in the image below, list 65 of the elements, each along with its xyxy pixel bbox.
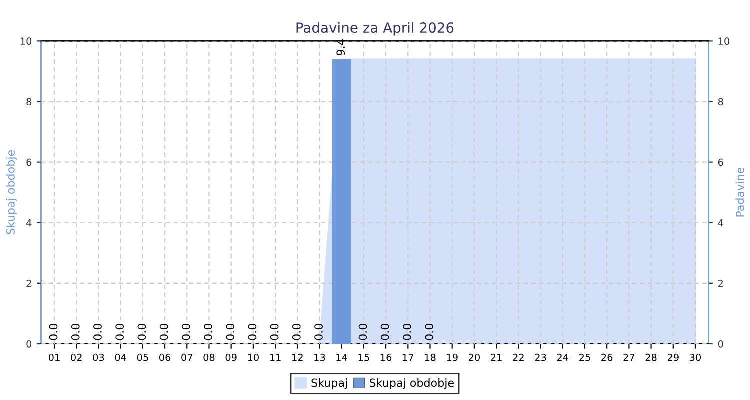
x-tick-label: 11: [270, 354, 281, 362]
x-tick-label: 14: [336, 354, 348, 362]
x-tick-label: 16: [380, 354, 392, 362]
x-tick-label: 06: [159, 354, 171, 362]
data-label: 0.0: [226, 324, 235, 340]
x-tick-label: 24: [557, 354, 569, 362]
chart-title: Padavine za April 2026: [296, 22, 454, 36]
x-tick-label: 21: [491, 354, 502, 362]
x-tick-label: 23: [535, 354, 546, 362]
x-tick-label: 22: [513, 354, 524, 362]
y-tick-label: 6: [26, 158, 32, 166]
data-label: 0.0: [270, 324, 279, 340]
data-label: 0.0: [204, 324, 212, 340]
data-label: 0.0: [160, 324, 168, 340]
x-tick-label: 15: [358, 354, 370, 362]
x-tick-label: 09: [226, 354, 237, 362]
data-label: 0.0: [380, 324, 390, 340]
legend-label: Skupaj obdobje: [370, 378, 454, 390]
y2-tick-label: 6: [718, 158, 724, 166]
y-tick-label: 8: [26, 98, 32, 106]
x-tick-label: 01: [48, 354, 60, 362]
data-label: 0.0: [358, 324, 368, 340]
x-tick-label: 13: [314, 354, 326, 362]
x-tick-label: 27: [624, 354, 635, 362]
data-label: 9.4: [336, 39, 346, 56]
x-tick-label: 18: [425, 354, 436, 362]
y-tick-label: 0: [26, 340, 32, 348]
y-tick-label: 10: [20, 38, 32, 46]
y2-tick-label: 4: [718, 219, 724, 227]
x-tick-label: 20: [468, 354, 480, 362]
x-tick-label: 30: [690, 354, 702, 362]
x-tick-label: 25: [580, 354, 590, 362]
data-label: 0.0: [71, 324, 80, 340]
y-axis-title: Skupaj obdobje: [6, 150, 18, 235]
y2-tick-label: 8: [718, 98, 724, 106]
y-tick-label: 4: [26, 219, 32, 227]
x-tick-label: 17: [403, 354, 414, 362]
data-label: 0.0: [292, 324, 301, 340]
x-tick-label: 05: [137, 354, 148, 362]
data-label: 0.0: [49, 324, 58, 340]
x-tick-label: 12: [292, 354, 303, 362]
data-label: 0.0: [116, 324, 124, 340]
data-label: 0.0: [138, 324, 146, 340]
data-label: 0.0: [425, 324, 434, 340]
x-tick-label: 10: [248, 354, 259, 362]
x-tick-label: 04: [115, 354, 126, 362]
y-tick-label: 2: [26, 280, 32, 288]
x-tick-label: 28: [646, 354, 657, 362]
data-label: 0.0: [314, 324, 323, 340]
data-label: 0.0: [94, 324, 102, 340]
x-tick-label: 03: [93, 354, 104, 362]
y2-axis-title: Padavine: [736, 168, 744, 217]
x-tick-label: 29: [668, 354, 679, 362]
y2-tick-label: 2: [718, 280, 723, 288]
x-tick-label: 19: [447, 354, 458, 362]
x-tick-label: 08: [204, 354, 215, 362]
data-label: 0.0: [402, 324, 412, 340]
y2-tick-label: 0: [718, 340, 724, 348]
data-label: 0.0: [248, 324, 257, 340]
x-tick-label: 26: [602, 354, 613, 362]
data-label: 0.0: [182, 324, 190, 340]
x-tick-label: 02: [71, 354, 82, 362]
y2-tick-label: 10: [718, 38, 730, 46]
x-tick-label: 07: [182, 354, 192, 362]
legend-label: Skupaj: [312, 378, 348, 390]
